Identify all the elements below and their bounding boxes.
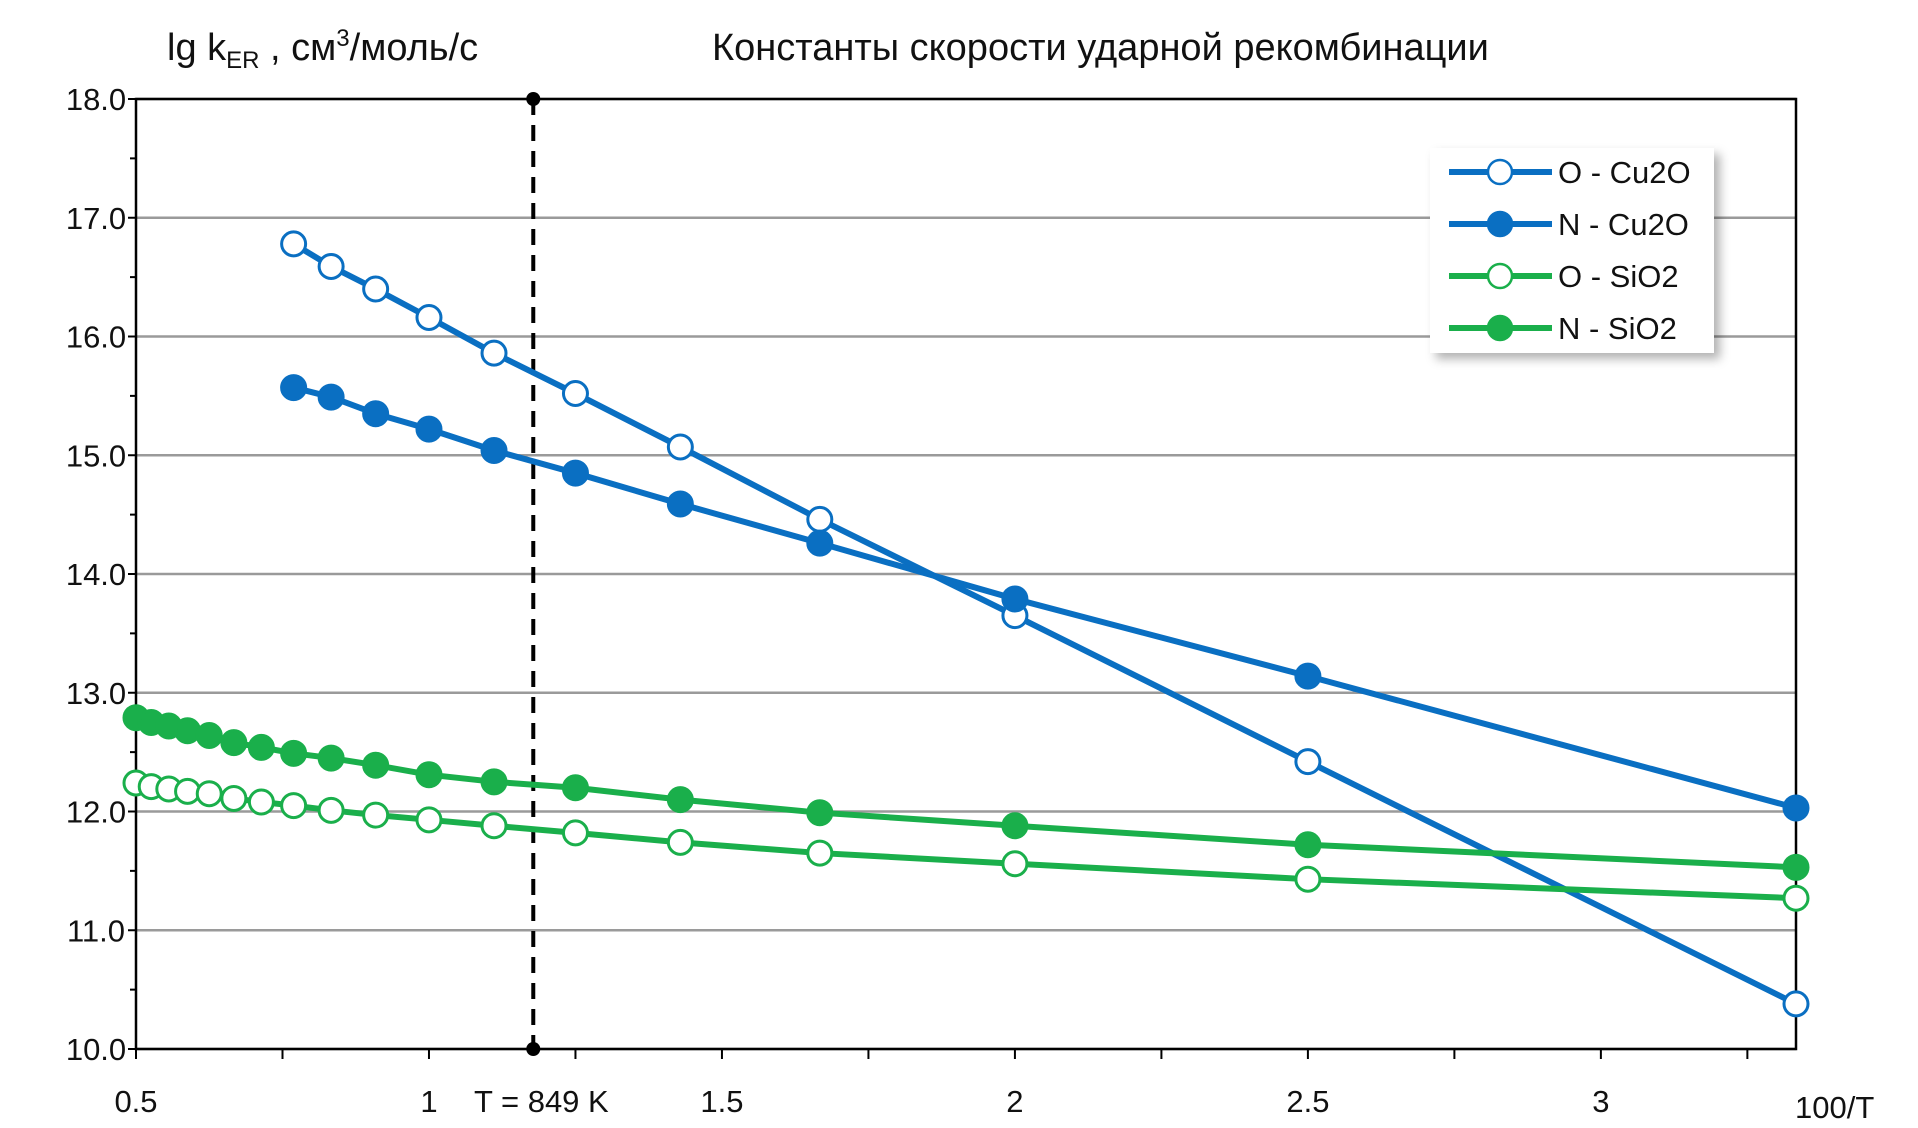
data-point-n-cu2o bbox=[666, 490, 694, 518]
series-line-n-cu2o bbox=[292, 384, 1797, 811]
data-point-n-cu2o bbox=[415, 415, 443, 443]
legend-label-o-cu2o: O - Cu2O bbox=[1558, 155, 1691, 190]
y-tick-label: 15.0 bbox=[66, 438, 126, 473]
x-tick-label: 3 bbox=[1592, 1084, 1609, 1119]
data-point-n-cu2o bbox=[480, 437, 508, 464]
legend-marker-o-cu2o bbox=[1486, 158, 1514, 186]
legend-marker-n-cu2o bbox=[1486, 210, 1514, 238]
x-tick-label: 1.5 bbox=[700, 1084, 743, 1119]
y-tick-label: 18.0 bbox=[66, 82, 126, 117]
y-tick-label: 11.0 bbox=[67, 913, 125, 948]
data-point-n-cu2o bbox=[561, 459, 589, 487]
data-point-n-sio2 bbox=[247, 733, 275, 761]
data-point-o-cu2o bbox=[806, 505, 834, 533]
x-tick-label: 0.5 bbox=[114, 1084, 157, 1119]
x-tick-label: 1 bbox=[420, 1084, 437, 1119]
y-axis-label: lg kER , см3/моль/с bbox=[167, 25, 478, 74]
data-point-n-cu2o bbox=[1294, 662, 1322, 690]
data-point-n-cu2o bbox=[280, 374, 308, 402]
data-point-n-sio2 bbox=[1294, 831, 1322, 859]
data-point-o-sio2 bbox=[561, 819, 589, 847]
legend: O - Cu2O N - Cu2O O - SiO2 N - SiO2 bbox=[1430, 148, 1714, 353]
data-point-n-sio2 bbox=[362, 751, 390, 779]
y-tick-label: 10.0 bbox=[66, 1032, 126, 1067]
data-point-n-sio2 bbox=[1001, 812, 1029, 840]
data-point-o-cu2o bbox=[280, 230, 308, 258]
data-point-o-sio2 bbox=[317, 796, 345, 824]
data-point-n-sio2 bbox=[317, 744, 345, 772]
legend-marker-o-sio2 bbox=[1486, 262, 1514, 290]
data-point-n-sio2 bbox=[480, 768, 508, 796]
y-tick-label: 12.0 bbox=[66, 795, 126, 830]
chart-title: Константы скорости ударной рекомбинации bbox=[712, 27, 1489, 69]
data-point-o-sio2 bbox=[195, 780, 223, 808]
legend-label-n-sio2: N - SiO2 bbox=[1558, 311, 1677, 346]
data-point-n-sio2 bbox=[174, 717, 202, 745]
data-point-o-sio2 bbox=[1782, 884, 1810, 912]
data-point-n-sio2 bbox=[415, 761, 443, 789]
legend-label-n-cu2o: N - Cu2O bbox=[1558, 207, 1689, 242]
data-point-o-cu2o bbox=[362, 275, 390, 303]
x-axis-label: 100/T bbox=[1795, 1090, 1874, 1125]
annotation-marker-bottom bbox=[526, 1042, 541, 1056]
data-point-n-sio2 bbox=[806, 799, 834, 827]
data-point-n-sio2 bbox=[280, 739, 308, 767]
data-point-o-cu2o bbox=[415, 304, 443, 331]
data-point-o-sio2 bbox=[415, 806, 443, 834]
data-point-n-sio2 bbox=[666, 786, 694, 814]
data-point-n-cu2o bbox=[806, 529, 834, 557]
y-label-unit-sup: 3 bbox=[336, 25, 349, 52]
data-point-o-sio2 bbox=[1001, 850, 1029, 878]
legend-marker-n-sio2 bbox=[1486, 314, 1514, 342]
data-point-o-cu2o bbox=[317, 252, 345, 280]
data-point-n-sio2 bbox=[220, 729, 248, 757]
y-tick-label: 16.0 bbox=[66, 320, 126, 355]
plot-frame bbox=[134, 97, 1798, 1051]
data-point-n-sio2 bbox=[195, 722, 223, 749]
data-point-o-cu2o bbox=[666, 433, 694, 461]
y-tick-label: 14.0 bbox=[66, 557, 126, 592]
data-point-o-cu2o bbox=[1782, 990, 1810, 1018]
data-point-n-cu2o bbox=[362, 400, 390, 428]
annotation-marker-top bbox=[526, 92, 541, 106]
y-label-unit-prefix: , см bbox=[259, 27, 336, 69]
axes bbox=[128, 97, 1798, 1059]
x-tick-label: 2 bbox=[1006, 1084, 1023, 1119]
data-point-o-sio2 bbox=[480, 812, 508, 840]
annotation-label: T = 849 K bbox=[474, 1084, 609, 1119]
data-point-o-sio2 bbox=[1294, 865, 1322, 893]
series-group bbox=[122, 230, 1810, 1018]
data-point-n-sio2 bbox=[1782, 853, 1810, 881]
legend-label-o-sio2: O - SiO2 bbox=[1558, 259, 1679, 294]
data-point-n-cu2o bbox=[1001, 585, 1029, 613]
data-point-o-cu2o bbox=[1294, 748, 1322, 776]
data-point-n-sio2 bbox=[561, 774, 589, 802]
x-tick-label: 2.5 bbox=[1286, 1084, 1329, 1119]
tick-labels: 10.0 11.0 12.0 13.0 14.0 15.0 16.0 17.0 18.0 0.5 1… bbox=[66, 82, 1610, 1119]
y-label-sub: ER bbox=[226, 47, 259, 74]
legend-box bbox=[1430, 148, 1714, 353]
data-point-o-sio2 bbox=[362, 801, 390, 829]
data-point-n-cu2o bbox=[317, 383, 345, 411]
y-label-unit-suffix: /моль/с bbox=[350, 27, 479, 69]
data-point-o-sio2 bbox=[806, 839, 834, 867]
data-point-o-sio2 bbox=[247, 788, 275, 816]
data-point-o-sio2 bbox=[280, 792, 308, 820]
data-point-o-cu2o bbox=[561, 380, 589, 407]
data-point-n-cu2o bbox=[1782, 794, 1810, 822]
data-point-o-sio2 bbox=[220, 784, 248, 812]
data-point-o-cu2o bbox=[480, 339, 508, 367]
y-label-main: lg k bbox=[167, 27, 227, 69]
data-point-o-sio2 bbox=[666, 828, 694, 856]
y-tick-label: 17.0 bbox=[66, 201, 126, 236]
annotation-line bbox=[526, 92, 541, 1056]
y-tick-label: 13.0 bbox=[66, 676, 126, 711]
